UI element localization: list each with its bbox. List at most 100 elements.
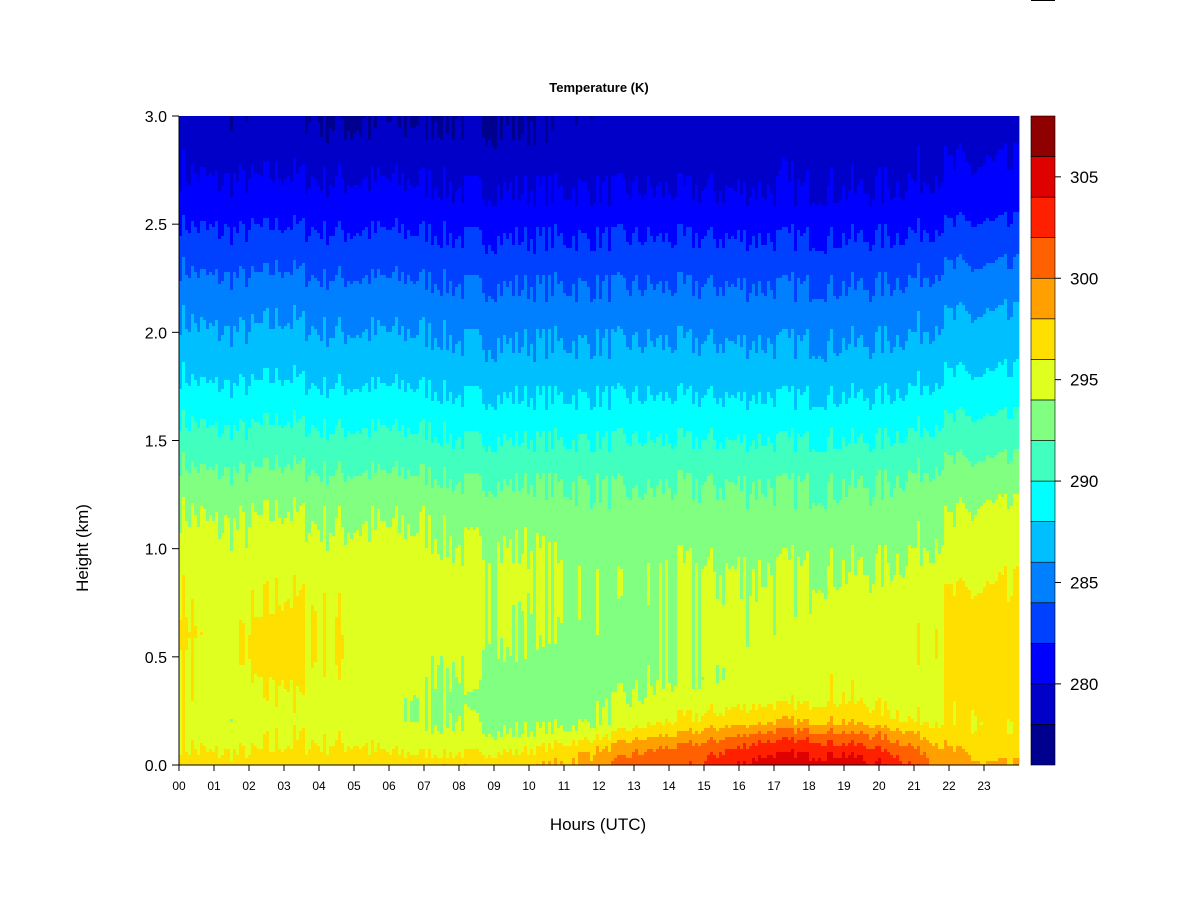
heatmap-cell: [569, 404, 573, 450]
heatmap-cell: [311, 470, 315, 522]
heatmap-cell: [674, 401, 678, 447]
heatmap-cell: [548, 644, 552, 723]
heatmap-cell: [470, 749, 474, 766]
heatmap-cell: [416, 335, 420, 390]
heatmap-cell: [317, 281, 321, 336]
heatmap-cell: [1016, 302, 1020, 360]
heatmap-cell: [305, 194, 309, 243]
heatmap-cell: [239, 743, 243, 766]
heatmap-cell: [203, 269, 207, 321]
heatmap-cell: [764, 404, 768, 447]
heatmap-cell: [383, 425, 387, 471]
heatmap-cell: [671, 200, 675, 249]
heatmap-cell: [269, 470, 273, 522]
heatmap-cell: [788, 740, 792, 753]
heatmap-cell: [590, 509, 594, 729]
heatmap-cell: [944, 452, 948, 507]
heatmap-cell: [206, 329, 210, 384]
heatmap-cell: [647, 176, 651, 228]
heatmap-cell: [590, 410, 594, 453]
heatmap-cell: [311, 116, 315, 177]
heatmap-cell: [431, 140, 435, 201]
heatmap-cell: [299, 266, 303, 318]
heatmap-cell: [659, 233, 663, 282]
heatmap-cell: [326, 485, 330, 552]
heatmap-cell: [653, 737, 657, 753]
heatmap-cell: [884, 167, 888, 225]
heatmap-cell: [617, 728, 621, 741]
heatmap-cell: [593, 116, 597, 204]
heatmap-cell: [290, 428, 294, 471]
heatmap-cell: [656, 284, 660, 339]
heatmap-cell: [719, 713, 723, 729]
heatmap-cell: [248, 428, 252, 474]
heatmap-cell: [782, 116, 786, 159]
heatmap-cell: [191, 503, 195, 600]
heatmap-cell: [491, 146, 495, 207]
heatmap-cell: [209, 173, 213, 225]
heatmap-cell: [533, 146, 537, 207]
heatmap-cell: [998, 758, 1002, 766]
heatmap-cell: [377, 269, 381, 321]
heatmap-cell: [482, 293, 486, 351]
heatmap-cell: [704, 116, 708, 189]
heatmap-cell: [545, 452, 549, 501]
heatmap-cell: [743, 392, 747, 435]
heatmap-cell: [248, 332, 252, 387]
heatmap-cell: [605, 386, 609, 432]
heatmap-cell: [821, 725, 825, 735]
heatmap-cell: [860, 743, 864, 756]
heatmap-cell: [830, 227, 834, 276]
heatmap-cell: [674, 494, 678, 687]
heatmap-cell: [917, 623, 921, 666]
heatmap-cell: [242, 464, 246, 513]
heatmap-cell: [851, 272, 855, 327]
heatmap-cell: [290, 275, 294, 330]
heatmap-cell: [737, 746, 741, 762]
heatmap-cell: [761, 725, 765, 735]
heatmap-cell: [338, 317, 342, 375]
heatmap-cell: [386, 752, 390, 766]
heatmap-cell: [344, 116, 348, 141]
heatmap-cell: [803, 701, 807, 720]
heatmap-cell: [710, 752, 714, 766]
heatmap-cell: [527, 116, 531, 147]
heatmap-cell: [806, 737, 810, 753]
heatmap-cell: [266, 500, 270, 582]
heatmap-cell: [341, 230, 345, 279]
heatmap-cell: [821, 593, 825, 708]
heatmap-cell: [1004, 566, 1008, 759]
heatmap-cell: [572, 236, 576, 285]
heatmap-cell: [524, 176, 528, 228]
heatmap-cell: [317, 431, 321, 477]
heatmap-cell: [716, 743, 720, 759]
heatmap-cell: [641, 200, 645, 246]
heatmap-cell: [908, 116, 912, 174]
heatmap-cell: [932, 479, 936, 564]
heatmap-cell: [917, 416, 921, 459]
heatmap-cell: [767, 731, 771, 741]
heatmap-cell: [230, 131, 234, 198]
heatmap-cell: [440, 404, 444, 447]
heatmap-cell: [932, 437, 936, 480]
heatmap-cell: [719, 191, 723, 240]
heatmap-cell: [263, 263, 267, 312]
heatmap-cell: [791, 116, 795, 162]
heatmap-cell: [386, 527, 390, 753]
heatmap-cell: [440, 560, 444, 657]
heatmap-cell: [848, 701, 852, 723]
heatmap-cell: [539, 479, 543, 549]
heatmap-cell: [791, 728, 795, 738]
heatmap-cell: [239, 419, 243, 462]
heatmap-cell: [200, 419, 204, 465]
heatmap-cell: [284, 272, 288, 327]
heatmap-cell: [452, 248, 456, 297]
heatmap-cell: [794, 452, 798, 510]
heatmap-cell: [398, 476, 402, 534]
heatmap-cell: [278, 116, 282, 180]
heatmap-cell: [734, 485, 738, 570]
heatmap-cell: [944, 410, 948, 453]
heatmap-cell: [188, 332, 192, 387]
heatmap-cell: [959, 116, 963, 144]
heatmap-cell: [335, 470, 339, 519]
